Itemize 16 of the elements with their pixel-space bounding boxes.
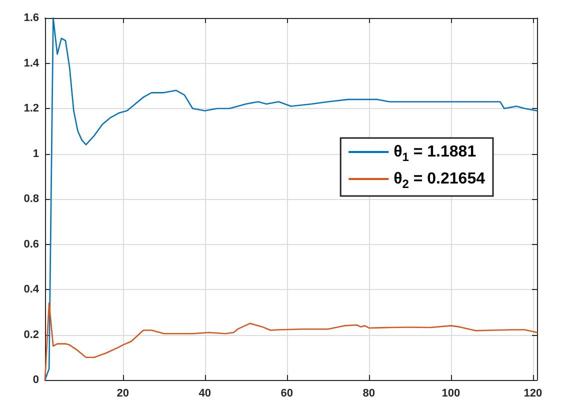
y-tick-label: 0.6 [24, 238, 39, 250]
x-tick-label: 120 [524, 388, 542, 400]
y-tick-label: 1.2 [24, 102, 39, 114]
line-series [44, 17, 538, 381]
y-tick-label: 0 [32, 374, 39, 386]
x-tick-label: 60 [280, 388, 294, 400]
y-tick-label: 0.2 [24, 328, 39, 341]
y-tick-label: 1 [32, 148, 39, 160]
y-tick-label: 0.4 [24, 284, 40, 296]
x-tick-label: 100 [442, 388, 460, 400]
y-tick-label: 1.6 [24, 12, 39, 24]
x-tick-label: 80 [362, 388, 376, 400]
x-tick-label: 40 [198, 388, 212, 400]
y-tick-label: 0.8 [24, 193, 39, 205]
y-tick-label: 1.4 [24, 57, 40, 70]
x-tick-label: 20 [116, 388, 130, 400]
